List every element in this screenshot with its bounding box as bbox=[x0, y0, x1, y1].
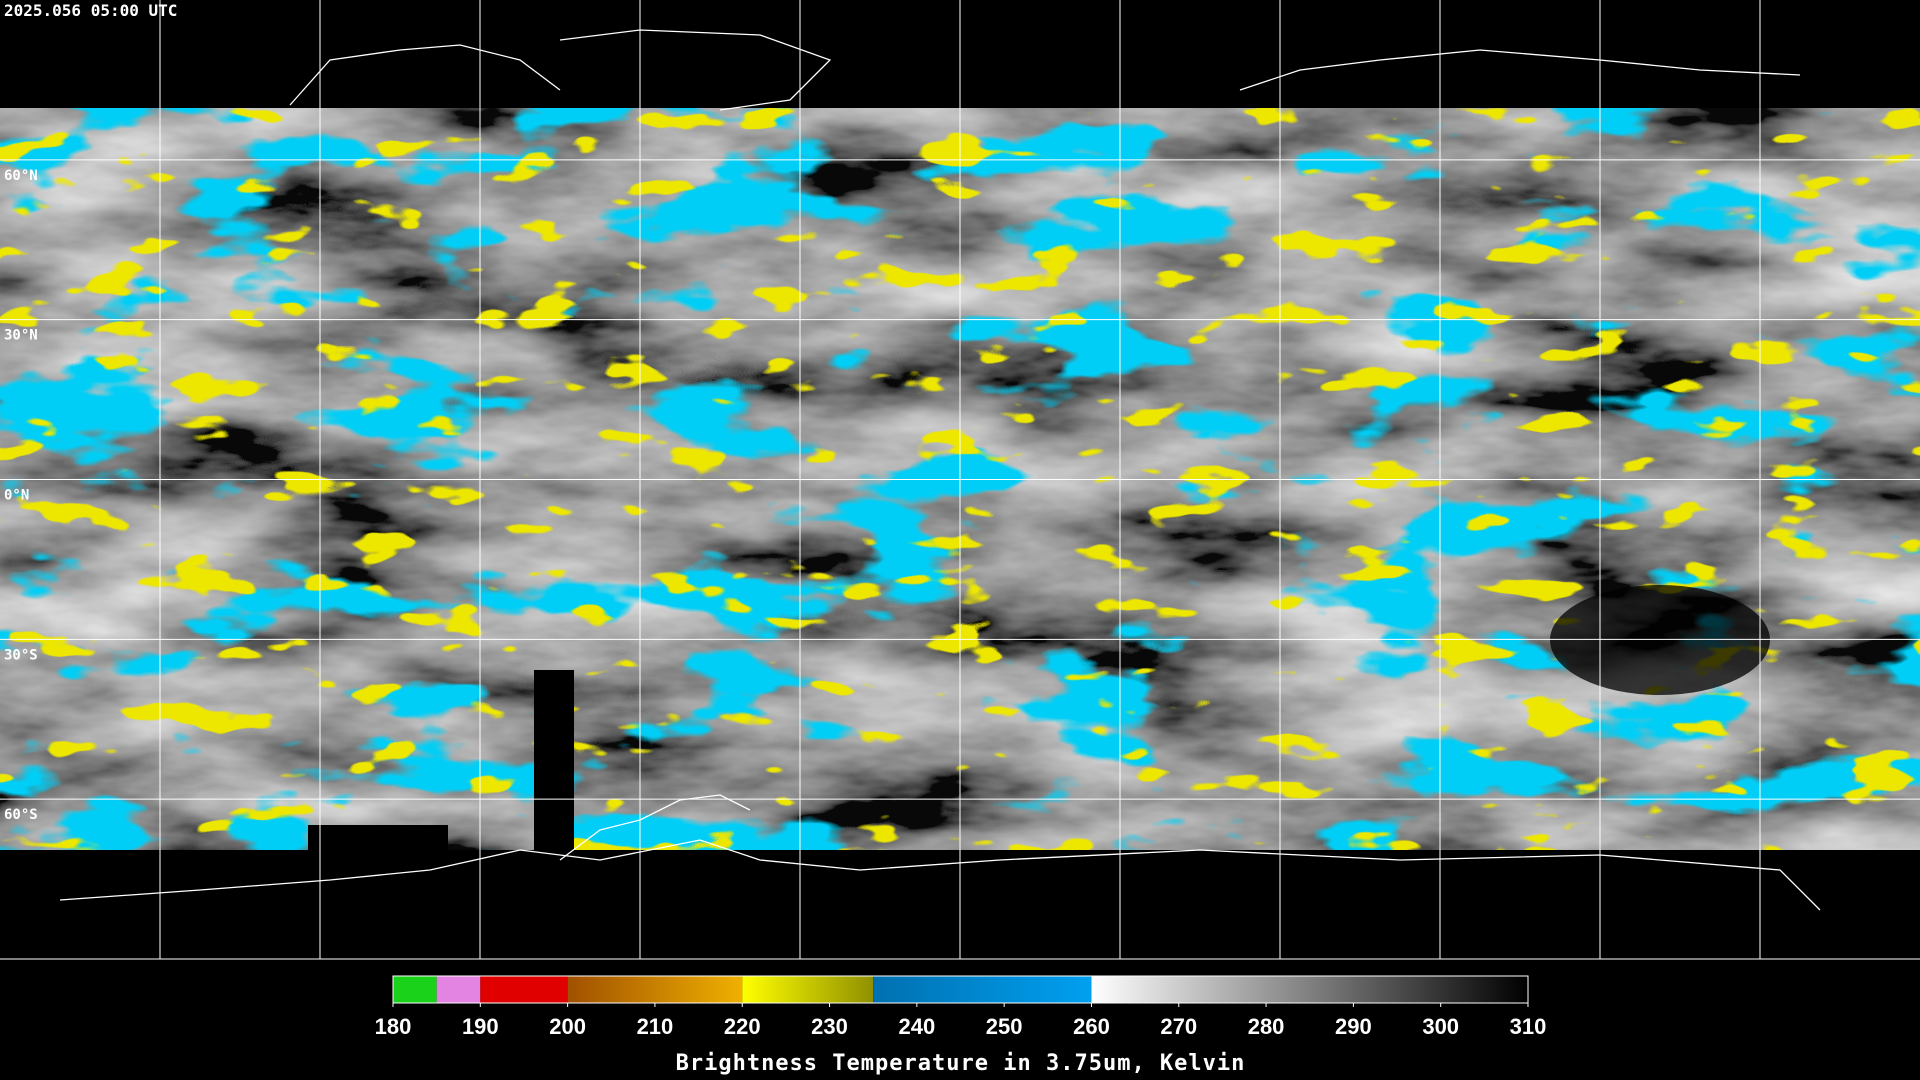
colorbar-tick-label: 250 bbox=[986, 1014, 1023, 1039]
coastline bbox=[559, 794, 751, 861]
colorbar: 180 190 200 210 220 230 240 250 260 270 280 290 300 3… bbox=[375, 975, 1547, 1076]
latitude-label: 60°N bbox=[4, 168, 38, 184]
colorbar-tick-label: 300 bbox=[1422, 1014, 1459, 1039]
colorbar-tick-label: 230 bbox=[811, 1014, 848, 1039]
latitude-label: 0°N bbox=[4, 488, 29, 504]
colorbar-tick-label: 280 bbox=[1248, 1014, 1285, 1039]
colorbar-tick-label: 270 bbox=[1160, 1014, 1197, 1039]
colorbar-tick-label: 220 bbox=[724, 1014, 761, 1039]
colorbar-tick-label: 210 bbox=[637, 1014, 674, 1039]
colorbar-tick-label: 260 bbox=[1073, 1014, 1110, 1039]
colorbar-segment bbox=[393, 976, 437, 1003]
coastline bbox=[559, 29, 832, 111]
colorbar-segment bbox=[567, 976, 743, 1003]
latitude-label: 30°N bbox=[4, 328, 38, 344]
colorbar-frame bbox=[392, 975, 1529, 1004]
colorbar-segment bbox=[480, 976, 568, 1003]
data-gap bbox=[308, 825, 448, 865]
colorbar-segment bbox=[1091, 976, 1528, 1003]
data-gap bbox=[534, 670, 574, 860]
graticule: 60°N 30°N 0°N 30°S 60°S bbox=[0, 0, 1920, 960]
colorbar-tick-label: 240 bbox=[898, 1014, 935, 1039]
colorbar-segment bbox=[873, 976, 1092, 1003]
colorbar-tick-label: 290 bbox=[1335, 1014, 1372, 1039]
latitude-label: 60°S bbox=[4, 807, 38, 823]
colorbar-title: Brightness Temperature in 3.75um, Kelvin bbox=[676, 1051, 1246, 1076]
colorbar-tick-label: 190 bbox=[462, 1014, 499, 1039]
coastline bbox=[289, 44, 561, 106]
coastlines bbox=[59, 29, 1821, 911]
colorbar-segment bbox=[436, 976, 481, 1003]
latitude-label: 30°S bbox=[4, 647, 38, 663]
coastline bbox=[1239, 49, 1801, 91]
australia-warm bbox=[1550, 585, 1770, 695]
colorbar-tick-label: 180 bbox=[375, 1014, 412, 1039]
colorbar-tick-label: 310 bbox=[1510, 1014, 1547, 1039]
colorbar-segment bbox=[742, 976, 874, 1003]
timestamp: 2025.056 05:00 UTC bbox=[4, 1, 177, 20]
coastline bbox=[59, 839, 1821, 911]
colorbar-tick-label: 200 bbox=[549, 1014, 586, 1039]
